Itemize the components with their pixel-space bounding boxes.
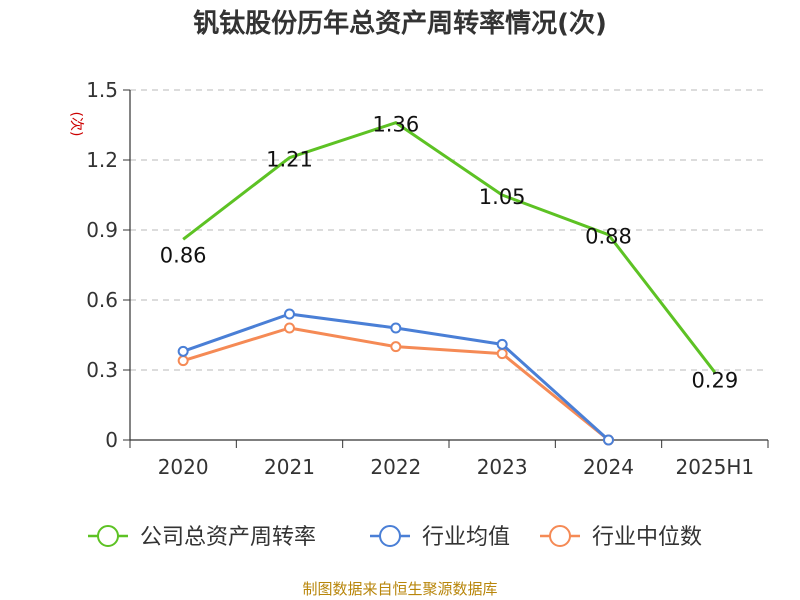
series-marker-2: [390, 341, 402, 353]
series-marker-1: [177, 345, 189, 357]
data-label: 0.29: [691, 368, 738, 392]
legend-marker: [379, 525, 401, 547]
legend-label: 公司总资产周转率: [140, 525, 316, 550]
legend-label: 行业均值: [422, 525, 510, 550]
series-marker-1: [390, 322, 402, 334]
legend-label: 行业中位数: [592, 525, 702, 550]
series-marker-1: [603, 434, 614, 446]
axes: 0 0.3 0.6 0.9 1.2 1.5 2020 2021 2022 2023 2024 2025…: [86, 78, 769, 479]
legend-marker: [549, 525, 571, 547]
series-line-0: [182, 121, 717, 374]
x-tick-label: 2020: [158, 455, 209, 479]
series-marker-2: [496, 348, 508, 360]
data-label: 0.88: [585, 225, 632, 249]
series-marker-1: [496, 338, 508, 350]
x-tick-label: 2021: [264, 455, 315, 479]
x-tick-label: 2022: [370, 455, 421, 479]
series-marker-2: [284, 322, 295, 334]
gridlines: [130, 89, 768, 371]
y-tick-label: 1.2: [86, 148, 118, 172]
y-tick-label: 1.5: [86, 78, 118, 102]
y-tick-label: 0.3: [86, 358, 118, 382]
x-tick-label: 2024: [583, 455, 634, 479]
data-label: 1.05: [479, 185, 526, 209]
y-tick-label: 0.6: [86, 288, 118, 312]
series-marker-1: [284, 308, 295, 320]
y-tick-label: 0: [105, 428, 118, 452]
data-label: 0.86: [160, 243, 207, 267]
source-note: 制图数据来自恒生聚源数据库: [302, 580, 497, 598]
data-label: 1.36: [372, 113, 419, 137]
legend: 公司总资产周转率 行业均值 行业中位数: [88, 525, 702, 550]
series-group: [177, 121, 717, 446]
data-label: 1.21: [266, 148, 313, 172]
y-axis-label: (次): [68, 112, 84, 137]
series-marker-2: [177, 355, 189, 367]
x-tick-label: 2023: [477, 455, 528, 479]
x-tick-label: 2025H1: [675, 455, 754, 479]
chart-title: 钒钛股份历年总资产周转率情况(次): [193, 8, 607, 39]
data-labels: 0.86 1.21 1.36 1.05 0.88 0.29: [160, 113, 738, 393]
y-tick-label: 0.9: [86, 218, 118, 242]
legend-marker: [97, 525, 119, 547]
